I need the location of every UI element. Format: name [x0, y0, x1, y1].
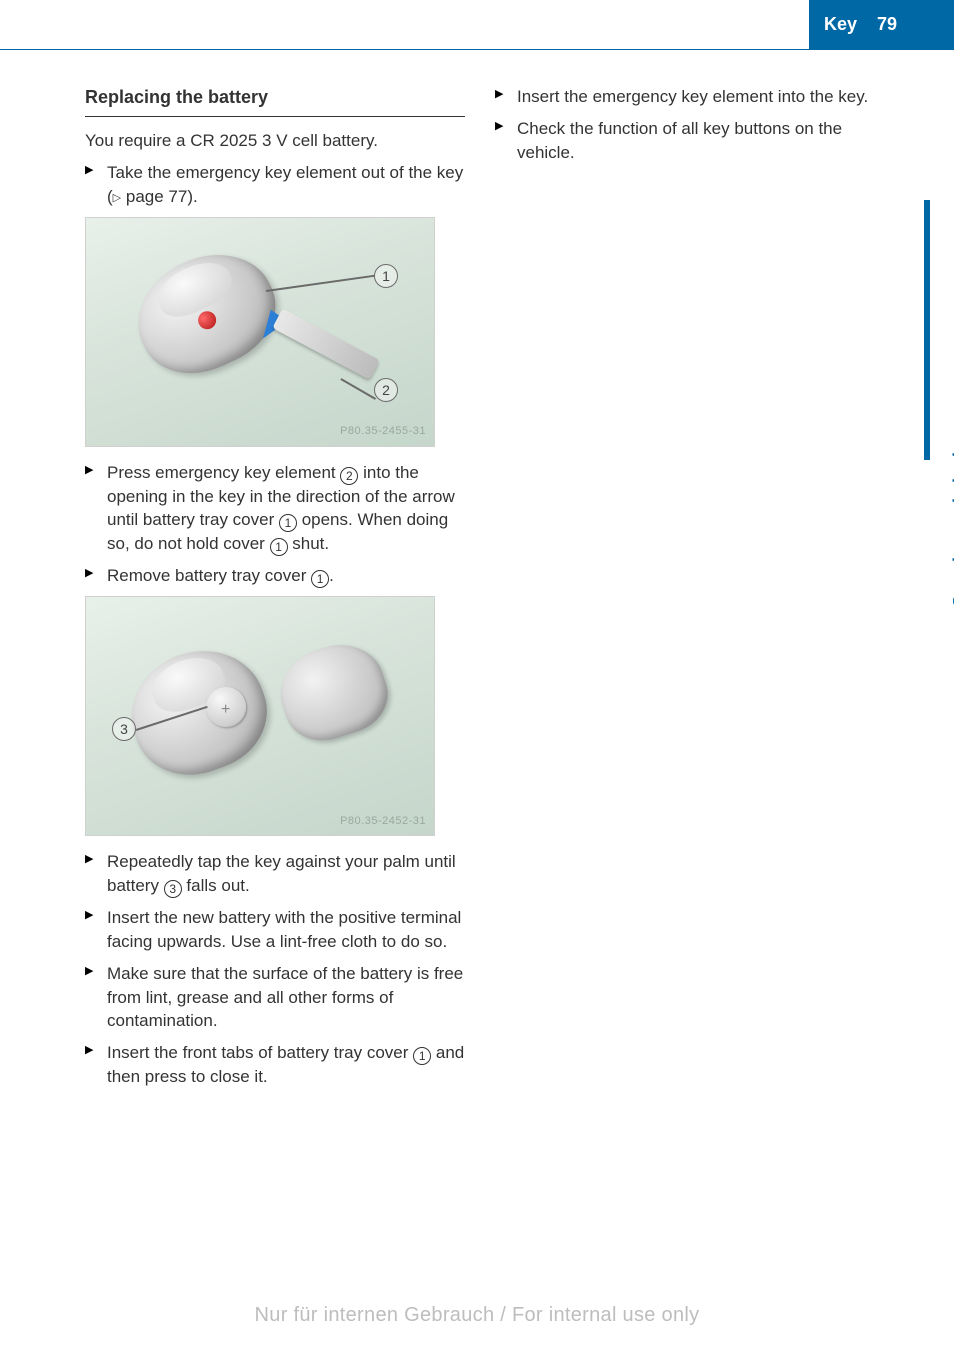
step-5: Insert the new battery with the positive…	[85, 906, 465, 954]
circled-1c: 1	[311, 570, 329, 588]
step-2-a: Press emergency key element	[107, 463, 340, 482]
figure-1: 1 2 P80.35-2455-31	[85, 217, 435, 447]
circled-1b: 1	[270, 538, 288, 556]
step-1-text-b: page 77).	[121, 187, 198, 206]
page-header: Key 79	[809, 0, 954, 50]
step-9: Check the function of all key buttons on…	[495, 117, 875, 165]
step-6: Make sure that the surface of the batter…	[85, 962, 465, 1033]
watermark-text: Nur für internen Gebrauch / For internal…	[0, 1301, 954, 1329]
side-tab-marker	[924, 200, 954, 460]
battery-cover-illustration	[270, 633, 398, 751]
column-left: Replacing the battery You require a CR 2…	[85, 85, 465, 1097]
step-1: Take the emergency key element out of th…	[85, 161, 465, 209]
header-title: Key	[824, 12, 857, 37]
callout-line	[266, 274, 375, 291]
callout-3: 3	[112, 717, 136, 741]
circled-1: 1	[279, 514, 297, 532]
step-3: Remove battery tray cover 1.	[85, 564, 465, 588]
header-divider	[0, 49, 954, 50]
intro-text: You require a CR 2025 3 V cell battery.	[85, 129, 465, 153]
step-4-a: Repeatedly tap the key against your palm…	[107, 852, 456, 895]
step-2-d: shut.	[288, 534, 330, 553]
key-top	[150, 252, 238, 324]
page-content: Replacing the battery You require a CR 2…	[85, 85, 875, 1097]
step-3-b: .	[329, 566, 334, 585]
step-3-a: Remove battery tray cover	[107, 566, 311, 585]
step-2: Press emergency key element 2 into the o…	[85, 461, 465, 557]
step-7-a: Insert the front tabs of battery tray co…	[107, 1043, 413, 1062]
emergency-key-illustration	[272, 308, 379, 379]
key-fob-open-illustration	[115, 633, 283, 792]
circled-1d: 1	[413, 1047, 431, 1065]
side-tab-label: Opening and closing	[948, 430, 954, 608]
battery-plus-icon: +	[221, 699, 230, 721]
callout-1: 1	[374, 264, 398, 288]
step-4: Repeatedly tap the key against your palm…	[85, 850, 465, 898]
column-right: Insert the emergency key element into th…	[495, 85, 875, 1097]
callout-2: 2	[374, 378, 398, 402]
callout-line	[341, 378, 376, 399]
figure-2: + 3 P80.35-2452-31	[85, 596, 435, 836]
step-4-b: falls out.	[182, 876, 250, 895]
figure-code: P80.35-2455-31	[340, 424, 426, 439]
key-panic-button	[195, 308, 219, 332]
circled-2: 2	[340, 467, 358, 485]
key-fob-illustration	[119, 233, 292, 392]
xref-icon: ▷	[113, 191, 121, 206]
step-7: Insert the front tabs of battery tray co…	[85, 1041, 465, 1089]
step-8: Insert the emergency key element into th…	[495, 85, 875, 109]
header-page-number: 79	[877, 12, 897, 37]
circled-3: 3	[164, 880, 182, 898]
figure-code: P80.35-2452-31	[340, 814, 426, 829]
section-heading: Replacing the battery	[85, 85, 465, 117]
